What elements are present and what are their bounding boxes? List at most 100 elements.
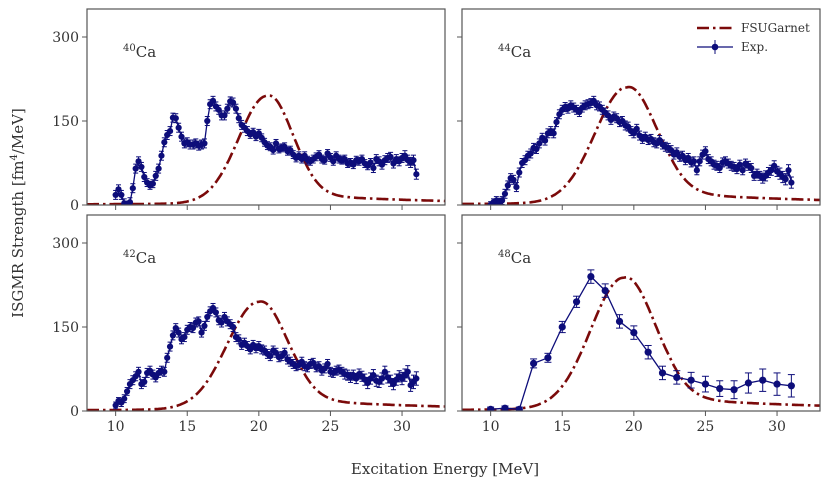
exp-point (135, 368, 142, 375)
exp-point (198, 329, 205, 336)
exp-point (782, 176, 789, 183)
exp-point (558, 323, 566, 331)
exp-point (247, 346, 254, 353)
y-tick-label: 0 (70, 404, 79, 420)
element-symbol: Ca (136, 43, 156, 61)
x-tick-label: 25 (697, 419, 715, 435)
exp-line (490, 99, 793, 205)
panel-frame (86, 214, 446, 412)
exp-point (744, 379, 753, 387)
exp-point (527, 150, 534, 157)
exp-point (232, 105, 240, 112)
exp-point (619, 117, 626, 125)
exp-point (679, 152, 686, 159)
exp-point (235, 115, 242, 122)
exp-point (123, 388, 131, 395)
exp-point (115, 186, 122, 193)
exp-point (158, 152, 165, 159)
x-tick-label: 20 (625, 419, 643, 435)
exp-point (315, 363, 323, 370)
panel-frame (461, 8, 821, 206)
exp-point (218, 319, 225, 326)
exp-point (169, 332, 177, 339)
exp-point (576, 108, 583, 116)
exp-point (258, 134, 265, 141)
y-tick-label: 300 (52, 236, 79, 252)
exp-point (212, 309, 219, 316)
exp-point (550, 130, 557, 137)
exp-point (201, 322, 208, 329)
exp-point (404, 368, 411, 375)
exp-point (310, 359, 317, 366)
legend-theory-label: FSUGarnet (741, 21, 810, 35)
exp-point (321, 365, 328, 372)
exp-point (501, 404, 509, 411)
exp-point (572, 298, 581, 306)
exp-point (604, 112, 612, 119)
exp-point (301, 152, 308, 159)
exp-point (161, 139, 168, 146)
exp-point (224, 105, 231, 112)
exp-point (132, 165, 139, 172)
exp-point (141, 378, 148, 385)
x-tick-label: 15 (178, 419, 196, 435)
exp-point (736, 161, 743, 168)
x-tick-label: 30 (393, 419, 411, 435)
exp-point (771, 162, 778, 169)
exp-point (673, 373, 681, 381)
x-tick-label: 15 (553, 419, 571, 435)
exp-point (730, 386, 738, 394)
exp-point (748, 164, 755, 172)
exp-point (381, 368, 388, 375)
exp-point (209, 97, 217, 104)
exp-point (166, 343, 174, 350)
mass-number: 42 (123, 249, 136, 260)
exp-point (201, 140, 208, 147)
exp-point (530, 359, 538, 367)
exp-point (126, 199, 134, 205)
exp-point (315, 151, 323, 158)
exp-point (716, 164, 723, 172)
exp-point (255, 130, 262, 137)
exp-point (267, 353, 274, 360)
exp-point (498, 197, 506, 204)
exp-point (229, 323, 237, 331)
theory-curve (462, 275, 820, 411)
exp-point (149, 180, 156, 187)
exp-point (685, 154, 692, 162)
exp-point (250, 129, 257, 136)
exp-point (541, 137, 549, 144)
panel-top-left: 0 150 300 40Ca (52, 8, 446, 214)
exp-series (112, 95, 420, 205)
exp-point (135, 158, 142, 165)
exp-point (590, 97, 597, 104)
exp-point (615, 317, 624, 325)
exp-point (132, 373, 139, 380)
exp-point (733, 166, 741, 173)
exp-point (773, 380, 781, 388)
legend-exp-label: Exp. (741, 40, 768, 54)
exp-point (350, 161, 357, 168)
exp-point (410, 157, 417, 164)
panel-bottom-right: 10 15 20 25 30 48Ca (457, 214, 821, 435)
mass-number: 44 (498, 43, 511, 54)
exp-point (656, 136, 663, 144)
element-symbol: Ca (511, 249, 531, 267)
panel-frame (86, 8, 446, 206)
exp-point (378, 161, 386, 168)
exp-point (687, 376, 695, 384)
exp-point (556, 111, 563, 118)
legend-exp-marker (711, 43, 719, 51)
exp-point (138, 163, 145, 171)
exp-point (195, 318, 202, 325)
exp-point (544, 354, 552, 362)
exp-point (129, 185, 136, 192)
x-tick-label: 10 (482, 419, 500, 435)
exp-point (189, 325, 197, 332)
panel-frame (461, 214, 821, 412)
exp-point (155, 165, 162, 172)
exp-point (533, 145, 540, 153)
nucleus-label: 48Ca (498, 249, 531, 267)
